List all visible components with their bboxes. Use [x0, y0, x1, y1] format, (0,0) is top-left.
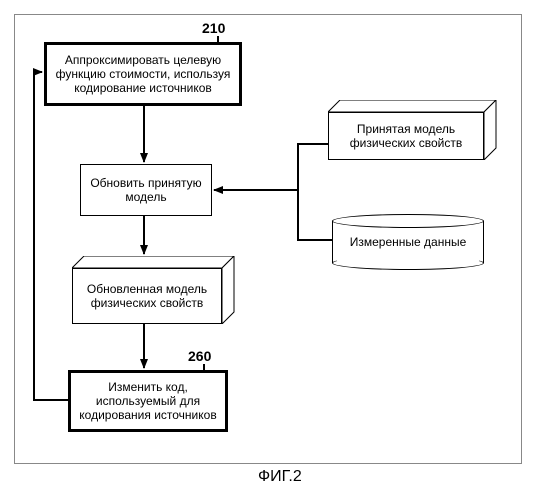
- node-updated-model: Обновленная модель физических свойств: [72, 268, 234, 336]
- node-approx-text: Аппроксимировать целевую функцию стоимос…: [51, 53, 235, 95]
- node-update: Обновить принятую модель: [80, 164, 212, 216]
- label-260: 260: [188, 348, 211, 364]
- node-update-text: Обновить принятую модель: [85, 176, 207, 204]
- label-210-text: 210: [202, 20, 225, 36]
- node-change-code-text: Изменить код, используемый для кодирован…: [75, 380, 221, 422]
- cuboid-side-icon: [222, 256, 236, 324]
- diagram-container: 210 Аппроксимировать целевую функцию сто…: [0, 0, 536, 500]
- figure-caption-text: ФИГ.2: [258, 468, 302, 485]
- node-measured: Измеренные данные: [332, 214, 484, 270]
- label-210: 210: [202, 20, 225, 36]
- node-approx: Аппроксимировать целевую функцию стоимос…: [44, 42, 242, 106]
- node-accepted-model-text: Принятая модель физических свойств: [333, 122, 479, 150]
- figure-caption: ФИГ.2: [258, 468, 302, 486]
- node-measured-text: Измеренные данные: [350, 235, 467, 249]
- node-updated-model-text: Обновленная модель физических свойств: [77, 282, 217, 310]
- node-accepted-model: Принятая модель физических свойств: [328, 112, 496, 172]
- node-change-code: Изменить код, используемый для кодирован…: [68, 370, 228, 432]
- cuboid-side-icon: [484, 100, 498, 160]
- label-260-text: 260: [188, 348, 211, 364]
